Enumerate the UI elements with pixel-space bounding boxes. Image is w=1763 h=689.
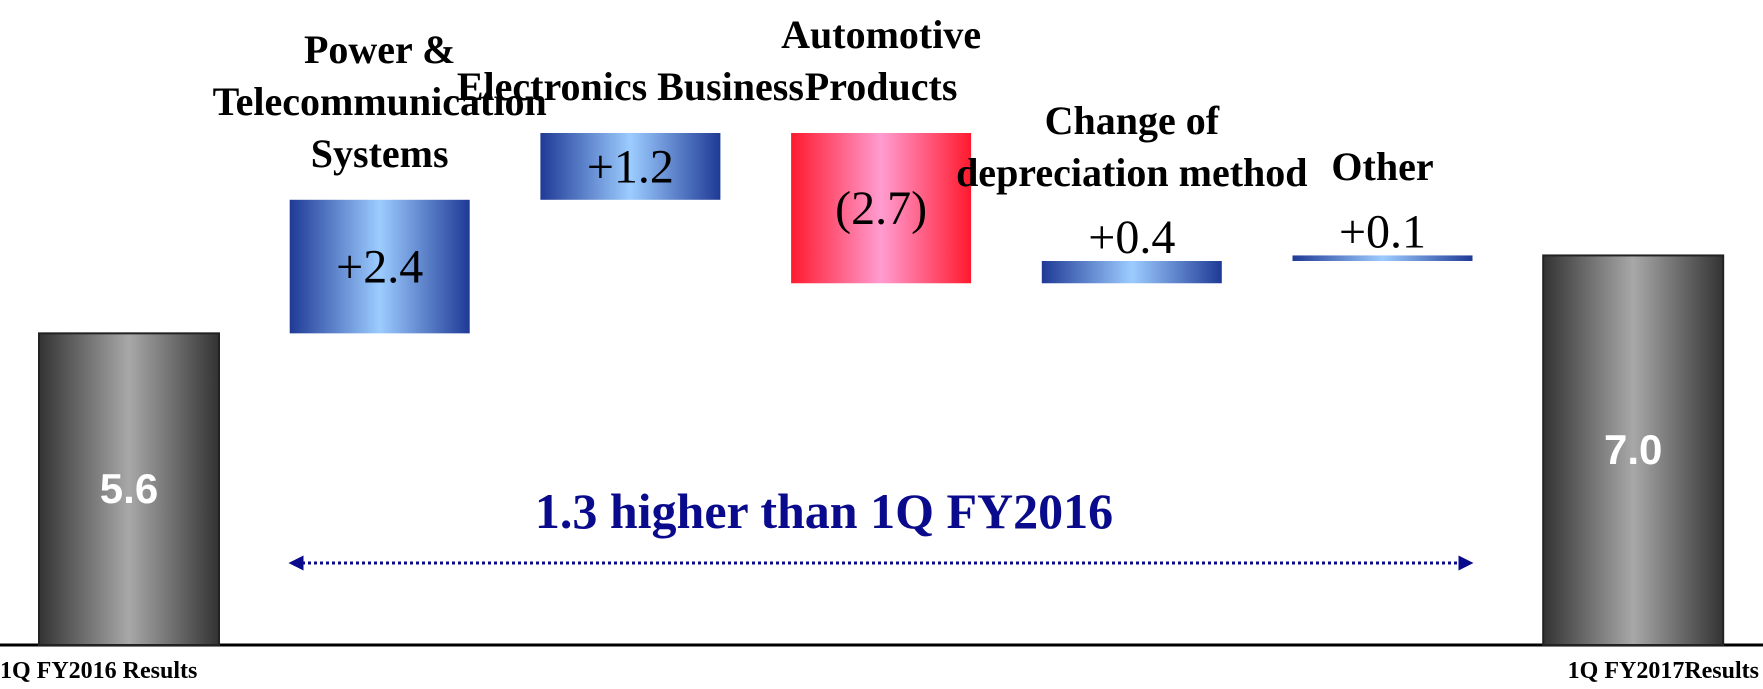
value-label: 7.0 <box>1604 426 1662 473</box>
category-label: Change of depreciation method <box>956 98 1308 195</box>
value-label: +0.4 <box>1088 211 1175 264</box>
annotation: 1.3 higher than 1Q FY2016 <box>535 483 1113 539</box>
bar <box>1292 255 1473 261</box>
category-label: 1Q FY2016 Results <box>0 658 198 684</box>
category-label: Automotive Products <box>781 12 982 109</box>
value-label: 5.6 <box>100 465 158 512</box>
value-label: +2.4 <box>336 241 423 294</box>
bar <box>1041 261 1222 284</box>
bar <box>1542 254 1725 646</box>
category-label: Electronics Business <box>456 64 804 109</box>
value-label: +0.1 <box>1339 205 1426 258</box>
bar <box>540 133 721 200</box>
category-label: Other <box>1331 144 1434 190</box>
value-label: (2.7) <box>835 182 927 235</box>
bar <box>289 199 470 334</box>
bar <box>38 332 220 646</box>
bar <box>791 133 972 284</box>
category-label: 1Q FY2017Results <box>1567 658 1759 684</box>
value-label: +1.2 <box>587 140 674 193</box>
category-label: Power & Telecommunication Systems <box>212 26 547 176</box>
